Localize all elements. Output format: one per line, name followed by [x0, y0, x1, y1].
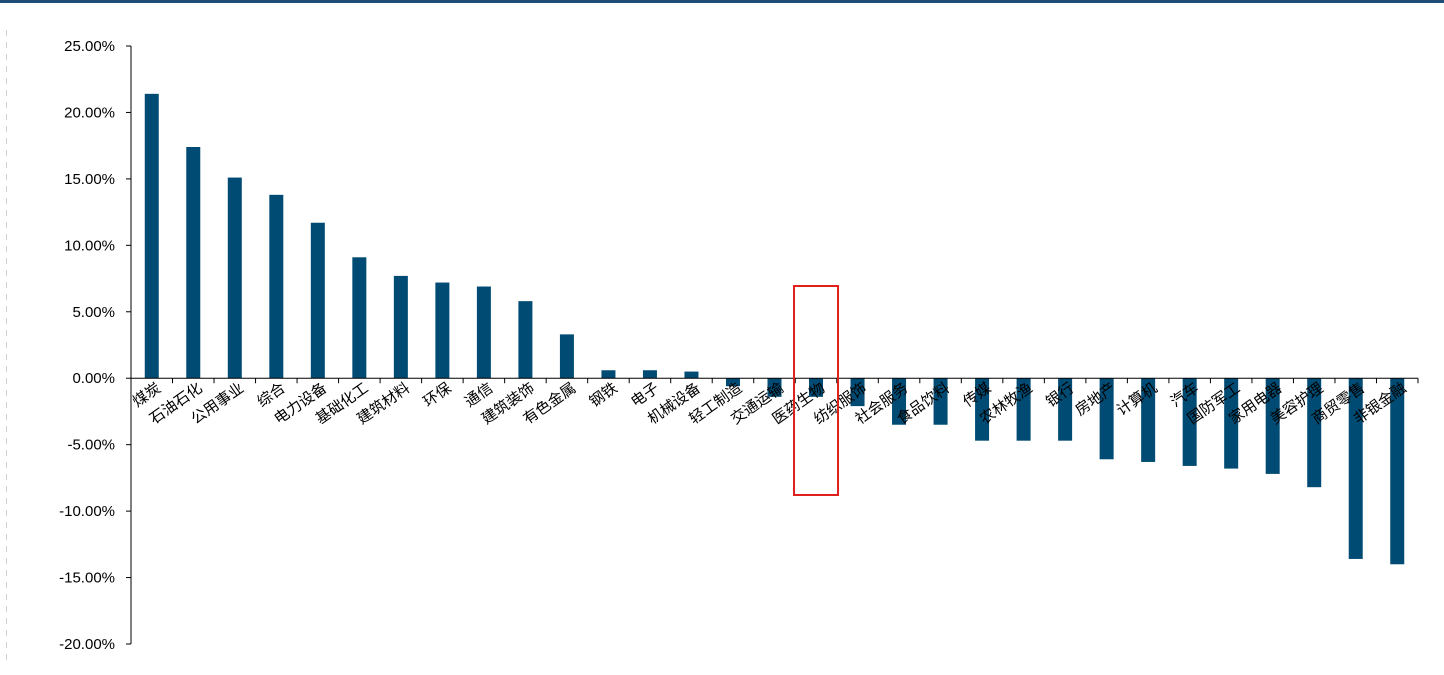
bar-30: [1390, 378, 1405, 565]
top-rule: [0, 0, 1444, 3]
y-tick-label: 15.00%: [64, 171, 115, 188]
bar-0: [144, 93, 159, 379]
y-tick-label: -20.00%: [59, 636, 115, 653]
x-axis: [130, 377, 1419, 384]
x-tick-label: 钢铁: [586, 379, 621, 411]
bar-13: [684, 371, 699, 379]
bar-2: [227, 177, 242, 379]
bar-12: [642, 370, 657, 379]
bar-15: [767, 378, 782, 397]
bar-21: [1016, 378, 1031, 441]
bar-29: [1348, 378, 1363, 559]
bar-28: [1307, 378, 1322, 488]
bar-14: [725, 378, 740, 387]
bar-1: [186, 146, 201, 379]
x-tick-label: 环保: [420, 379, 455, 411]
bar-3: [269, 194, 284, 379]
y-axis: 25.00% 20.00% 15.00% 10.00% 5.00% 0.00% -5.00%…: [59, 38, 132, 653]
y-tick-label: -10.00%: [59, 503, 115, 520]
bar-10: [559, 334, 574, 379]
bar-25: [1182, 378, 1197, 466]
y-tick-label: -15.00%: [59, 570, 115, 587]
y-tick-label: 25.00%: [64, 38, 115, 55]
y-tick-label: 5.00%: [72, 304, 115, 321]
bar-23: [1099, 378, 1114, 460]
bar-8: [476, 286, 491, 379]
bar-20: [975, 378, 990, 441]
bar-19: [933, 378, 948, 425]
bar-11: [601, 370, 616, 379]
bars: [144, 93, 1405, 565]
bar-24: [1141, 378, 1156, 462]
bar-26: [1224, 378, 1239, 469]
y-tick-label: 0.00%: [72, 370, 115, 387]
bar-22: [1058, 378, 1073, 441]
y-tick-label: -5.00%: [67, 437, 115, 454]
bar-17: [850, 378, 865, 407]
left-dotted-border: [6, 30, 7, 660]
bar-4: [310, 222, 325, 379]
y-tick-label: 20.00%: [64, 104, 115, 121]
highlight-box: [793, 285, 840, 496]
y-tick-label: 10.00%: [64, 237, 115, 254]
bar-9: [518, 301, 533, 379]
bar-7: [435, 282, 450, 379]
bar-6: [393, 275, 408, 379]
bar-18: [892, 378, 907, 425]
highlight-rect: [793, 285, 840, 496]
bar-27: [1265, 378, 1280, 474]
bar-5: [352, 257, 367, 379]
bar-16: [809, 378, 824, 397]
